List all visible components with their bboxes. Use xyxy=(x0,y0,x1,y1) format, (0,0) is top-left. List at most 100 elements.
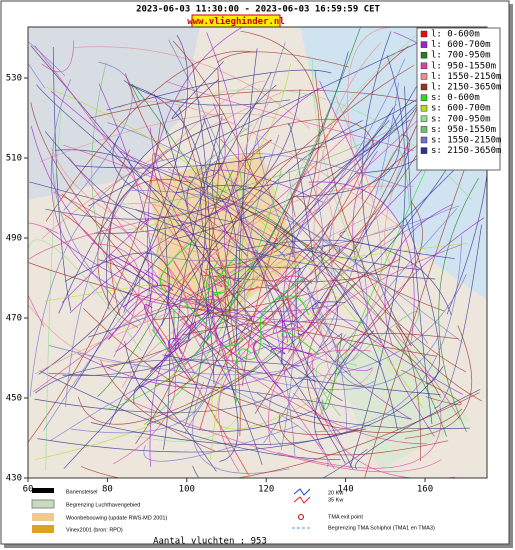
track xyxy=(182,298,208,325)
track xyxy=(218,310,302,472)
legend-swatch xyxy=(420,94,428,101)
track xyxy=(173,309,175,339)
track xyxy=(118,101,403,229)
track xyxy=(91,62,125,299)
track xyxy=(159,238,196,293)
track xyxy=(50,156,214,311)
track xyxy=(178,106,241,437)
track xyxy=(28,222,59,327)
track xyxy=(65,150,167,407)
track xyxy=(51,147,259,271)
label: Banenstelsel xyxy=(66,489,98,495)
track xyxy=(112,135,234,223)
track xyxy=(41,40,75,73)
x-tick-label: 80 xyxy=(102,485,113,495)
track xyxy=(349,55,406,469)
track xyxy=(265,284,325,338)
flight-tracks xyxy=(28,27,487,478)
track xyxy=(168,337,192,381)
y-tick-label: 490 xyxy=(6,234,22,244)
y-tick-label: 510 xyxy=(6,154,22,164)
label: Begrenzing TMA Schiphol (TMA1 en TMA3) xyxy=(328,525,435,531)
track xyxy=(126,63,292,231)
track xyxy=(314,70,482,402)
track xyxy=(308,181,415,341)
track xyxy=(113,326,176,465)
legend-label: l: 0-600m xyxy=(431,30,480,40)
track xyxy=(188,175,237,386)
track xyxy=(52,79,142,323)
label: Woonbebouwing (update RWS-MD 2001) xyxy=(66,515,167,521)
track xyxy=(236,239,452,316)
track xyxy=(45,50,256,222)
track xyxy=(90,366,444,445)
track xyxy=(121,212,378,388)
label: 35 Kw xyxy=(328,497,343,503)
track xyxy=(30,45,346,464)
track xyxy=(36,84,285,296)
map xyxy=(28,27,487,478)
track xyxy=(314,330,374,450)
track xyxy=(309,184,334,321)
x-tick-label: 120 xyxy=(258,485,274,495)
track xyxy=(175,185,294,258)
track xyxy=(35,359,300,394)
track xyxy=(239,118,375,148)
track xyxy=(125,73,228,201)
track xyxy=(401,369,462,406)
legend-label: s: 600-700m xyxy=(431,104,491,114)
track xyxy=(297,273,467,378)
track xyxy=(202,270,223,288)
swatch xyxy=(31,499,55,509)
track xyxy=(29,181,420,270)
track xyxy=(177,217,227,273)
legend-swatch xyxy=(420,73,428,80)
track xyxy=(163,220,171,450)
track xyxy=(287,268,297,319)
track xyxy=(172,296,215,343)
track xyxy=(263,82,399,444)
track xyxy=(53,191,189,327)
track xyxy=(28,262,437,357)
track xyxy=(216,51,349,68)
legend-label: l: 950-1550m xyxy=(431,61,496,71)
track xyxy=(119,103,226,179)
track xyxy=(144,304,167,345)
track xyxy=(178,374,463,434)
track xyxy=(124,341,314,432)
track xyxy=(335,95,382,317)
legend-swatch xyxy=(420,62,428,70)
track xyxy=(123,398,442,473)
legend-label: s: 0-600m xyxy=(431,93,480,103)
track xyxy=(146,118,480,425)
footer-legend: Banenstelsel Begrenzing Luchthavengebied… xyxy=(31,488,435,533)
track xyxy=(263,251,326,295)
site: www.vlieghinder.nl xyxy=(187,16,285,27)
track xyxy=(229,307,280,356)
track xyxy=(194,270,213,317)
track xyxy=(54,149,286,257)
track xyxy=(336,333,459,354)
track xyxy=(167,168,347,435)
legend-label: l: 700-950m xyxy=(431,51,491,61)
track xyxy=(253,340,284,392)
x-tick-label: 60 xyxy=(23,485,34,495)
track xyxy=(45,155,266,220)
track xyxy=(404,325,473,439)
legend-label: s: 1550-2150m xyxy=(431,136,501,146)
track xyxy=(192,449,368,478)
track xyxy=(152,258,401,321)
legend-swatch xyxy=(420,30,428,38)
legend-label: l: 2150-3650m xyxy=(431,83,501,93)
track xyxy=(151,153,187,261)
track xyxy=(405,218,440,384)
flight-count: Aantal vluchten : 953 xyxy=(153,537,267,547)
track xyxy=(273,279,320,334)
track xyxy=(73,46,310,129)
track xyxy=(172,40,258,185)
x-tick-label: 140 xyxy=(337,485,353,495)
track xyxy=(50,90,463,395)
track xyxy=(276,335,374,386)
y-tick-label: 430 xyxy=(6,474,22,484)
track xyxy=(329,103,397,300)
